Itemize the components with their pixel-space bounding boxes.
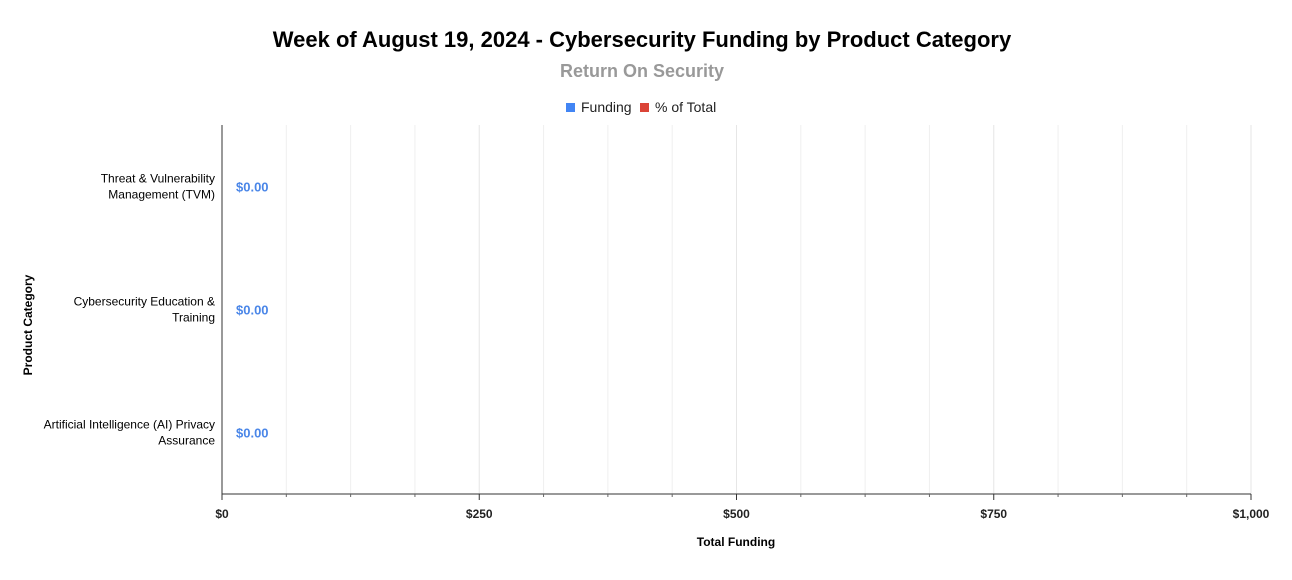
- x-axis-ticks: $0 $250 $500 $750 $1,000: [215, 494, 1270, 521]
- data-label: $0.00: [236, 180, 269, 195]
- legend-label: % of Total: [655, 99, 716, 115]
- y-tick-label-line: Cybersecurity Education &: [74, 295, 215, 309]
- y-tick-label: Artificial Intelligence (AI) Privacy Assu…: [44, 418, 216, 448]
- y-tick-label-line: Assurance: [158, 434, 215, 448]
- x-tick-label: $500: [723, 507, 750, 521]
- y-tick-label: Threat & Vulnerability Management (TVM): [101, 172, 215, 202]
- x-tick-label: $0: [215, 507, 229, 521]
- legend-swatch: [566, 103, 575, 112]
- legend-label: Funding: [581, 99, 632, 115]
- legend-swatch: [640, 103, 649, 112]
- grid-lines: [285, 125, 1252, 494]
- y-axis-tick-labels: Threat & Vulnerability Management (TVM) Cy…: [44, 172, 216, 448]
- data-label: $0.00: [236, 426, 269, 441]
- y-tick-label-line: Management (TVM): [108, 188, 215, 202]
- y-tick-label-line: Artificial Intelligence (AI) Privacy: [44, 418, 215, 432]
- data-label: $0.00: [236, 303, 269, 318]
- x-tick-label: $1,000: [1233, 507, 1270, 521]
- chart-subtitle: Return On Security: [560, 61, 724, 81]
- chart-title: Week of August 19, 2024 - Cybersecurity …: [273, 27, 1012, 52]
- x-axis-label: Total Funding: [697, 535, 775, 549]
- legend-item: % of Total: [640, 99, 716, 115]
- x-tick-label: $250: [466, 507, 493, 521]
- y-tick-label-line: Training: [172, 311, 215, 325]
- legend-item: Funding: [566, 99, 632, 115]
- data-labels: $0.00 $0.00 $0.00: [236, 180, 269, 441]
- y-tick-label-line: Threat & Vulnerability: [101, 172, 215, 186]
- legend: Funding % of Total: [566, 99, 716, 115]
- y-tick-label: Cybersecurity Education & Training: [74, 295, 215, 325]
- y-axis-label: Product Category: [21, 274, 35, 375]
- x-tick-label: $750: [980, 507, 1007, 521]
